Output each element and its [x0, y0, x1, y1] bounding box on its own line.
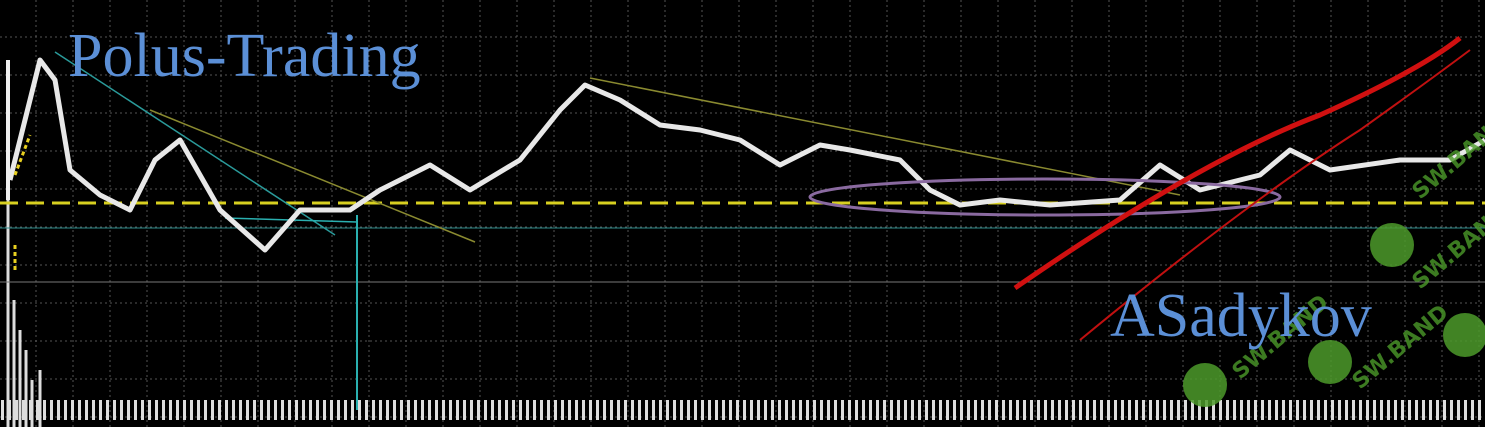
- author-name: ASadykov: [1110, 282, 1372, 350]
- trend-line: [54, 51, 336, 236]
- brand-title: Polus-Trading: [68, 22, 421, 90]
- trend-curve: [1079, 49, 1471, 341]
- signal-arrows: [13, 134, 32, 270]
- volume-bars: [0, 397, 1485, 427]
- watermark-logo: [1183, 363, 1227, 407]
- volume-spikes: [6, 60, 42, 427]
- trend-curve: [1013, 36, 1462, 291]
- watermark-logo: [1308, 340, 1352, 384]
- price-series: [7, 57, 1485, 253]
- range-ellipse: [808, 177, 1282, 217]
- watermark-logo: [1370, 223, 1414, 267]
- trend-line: [149, 109, 476, 243]
- trend-line: [589, 77, 1181, 196]
- watermark-logo: [1443, 313, 1485, 357]
